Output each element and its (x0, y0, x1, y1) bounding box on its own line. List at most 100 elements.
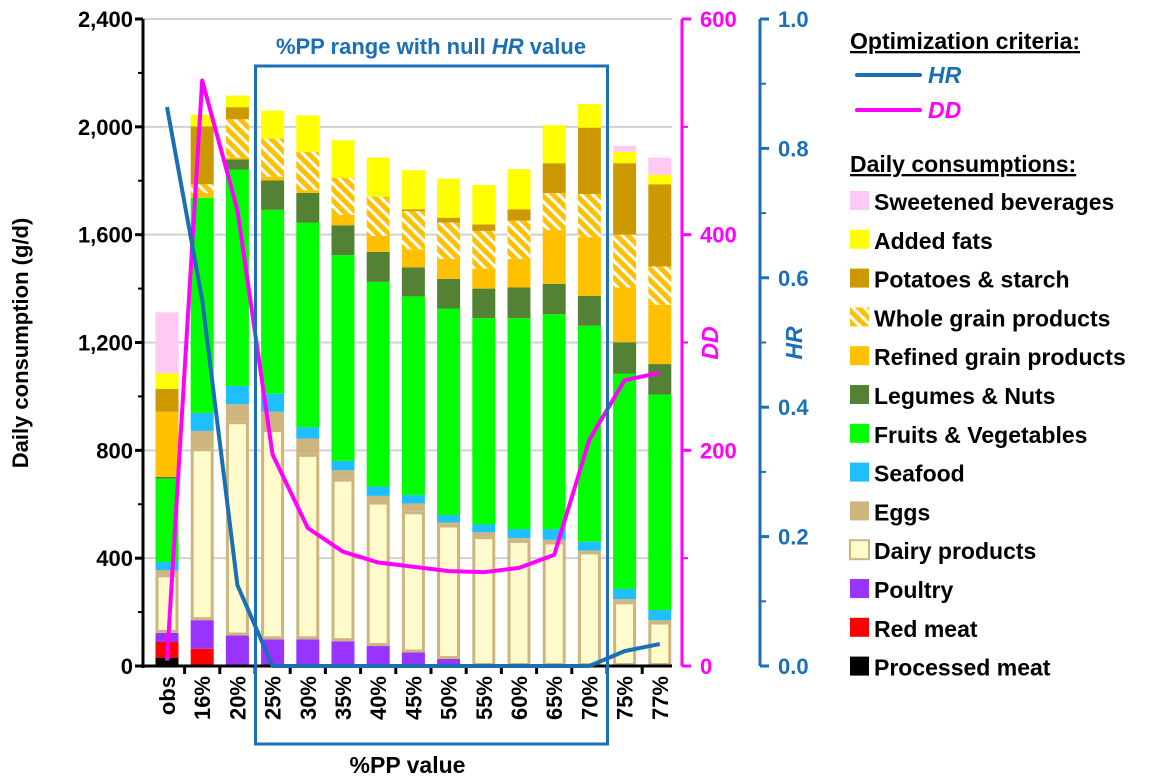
y-tick-label: 1,200 (78, 331, 133, 356)
x-tick-label: 60% (507, 676, 532, 720)
bar-segment (366, 495, 390, 502)
bar-segment (507, 287, 531, 319)
bar-segment (437, 258, 461, 279)
bars (155, 95, 672, 667)
bar-segment (296, 427, 320, 439)
bar-segment (296, 192, 320, 223)
bar-segment (577, 237, 601, 296)
hr-tick-label: 0.4 (778, 395, 809, 420)
bar-segment (401, 209, 425, 212)
bar-segment (437, 515, 461, 523)
bar-segment (472, 318, 496, 525)
bar-segment (225, 385, 249, 405)
bar-segment (261, 209, 285, 394)
bar-segment (331, 460, 355, 471)
legend-swatch (850, 617, 869, 637)
bar-segment (577, 127, 601, 194)
hr-tick-label: 0.0 (778, 654, 809, 679)
legend-dd-label: DD (928, 97, 961, 123)
x-tick-label: 16% (190, 676, 215, 720)
bar-segment (507, 529, 531, 538)
bar-segment (190, 184, 214, 193)
bar-segment (225, 157, 249, 160)
hr-line (165, 106, 661, 668)
bar-segment (401, 170, 425, 210)
legend-swatch (850, 191, 869, 210)
legend-item-label: Legumes & Nuts (874, 383, 1055, 409)
y-tick-label: 800 (96, 438, 133, 463)
legend-swatch (850, 346, 869, 366)
dd-tick-label: 0 (700, 654, 712, 679)
bar-segment (225, 635, 249, 666)
x-tick-label: 55% (472, 676, 497, 720)
legend: Optimization criteria: HR DD Daily consumpt… (849, 28, 1126, 681)
bar-segment (542, 314, 566, 530)
bar-segment (331, 478, 355, 642)
legend-swatch (850, 307, 869, 327)
bar-segment (331, 470, 355, 479)
x-tick-label: 30% (296, 676, 321, 720)
bar-segment (648, 620, 672, 622)
bar-segment (190, 448, 214, 621)
bar-segment (225, 107, 249, 120)
bar-segment (613, 151, 637, 164)
bar-segment (472, 532, 496, 537)
dd-axis-title: DD (697, 326, 723, 359)
bar-segment (472, 288, 496, 319)
bar-segment (331, 641, 355, 666)
bar-segment (401, 267, 425, 297)
bar-segment (296, 190, 320, 193)
x-tick-label: 20% (225, 676, 250, 720)
bar-segment (190, 648, 214, 666)
bar-segment (648, 184, 672, 267)
legend-item-label: Eggs (874, 499, 930, 525)
bar-segment (190, 192, 214, 198)
legend-item-label: Refined grain products (874, 344, 1126, 370)
bar-segment (577, 550, 601, 552)
bar-segment (296, 438, 320, 454)
bar-segment (648, 266, 672, 305)
bar-segment (190, 412, 214, 431)
bar-segment (472, 268, 496, 289)
bar-segment (542, 541, 566, 667)
y-tick-label: 2,400 (78, 7, 133, 32)
bar-segment (507, 169, 531, 210)
bar-segment (472, 224, 496, 231)
bar-segment (366, 251, 390, 282)
legend-swatch (850, 462, 869, 482)
bar-segment (401, 211, 425, 250)
bar-segment (648, 157, 672, 175)
legend-swatch (849, 539, 870, 561)
bar-segment (577, 193, 601, 238)
x-tick-label: 50% (437, 676, 462, 720)
bar-segment (261, 176, 285, 181)
bar-segment (472, 185, 496, 225)
bar-segment (155, 373, 179, 389)
bar-segment (542, 163, 566, 194)
bar-segment (331, 177, 355, 215)
legend-swatch (850, 579, 869, 598)
bar-segment (401, 503, 425, 512)
bar-segment (437, 178, 461, 218)
bar-segment (366, 501, 390, 647)
x-tick-label: 77% (648, 676, 673, 720)
legend-consumptions-title-colon: : (1069, 151, 1077, 177)
bar-segment (190, 126, 214, 185)
y-axis-title: Daily consumption (g/d) (8, 218, 33, 469)
bar-segment (296, 151, 320, 191)
bar-segment (366, 157, 390, 197)
y-tick-label: 400 (96, 546, 133, 571)
dd-tick-label: 600 (700, 7, 737, 32)
bar-segment (613, 599, 637, 602)
bar-segment (437, 522, 461, 525)
bar-segment (472, 536, 496, 667)
bar-segment (225, 421, 249, 636)
bar-segment (507, 539, 531, 667)
bar-segment (261, 180, 285, 210)
bar-segment (190, 114, 214, 127)
axes: 0 400 800 1,200 1,600 2,000 2,400 obs 16% 20% 25% 3… (8, 7, 809, 778)
hr-axis-title: HR (781, 326, 807, 360)
dd-tick-label: 400 (700, 223, 737, 248)
bar-segment (648, 609, 672, 621)
